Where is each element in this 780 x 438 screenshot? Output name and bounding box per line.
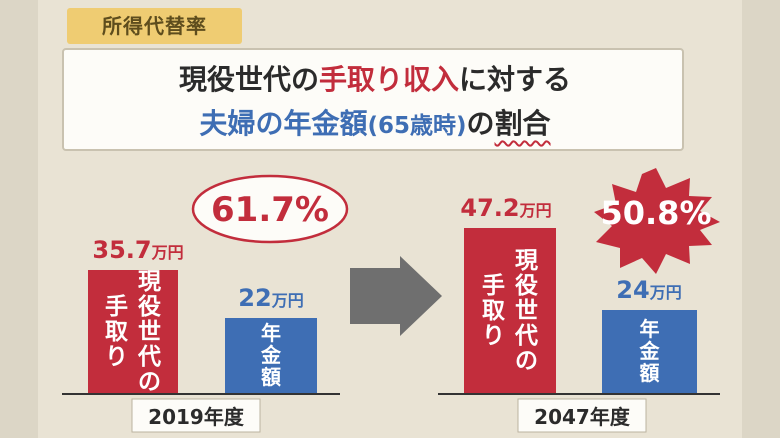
bar-label-char: 年 — [640, 317, 660, 341]
value-label-pension-2047: 24万円 — [616, 276, 681, 304]
bar-pension-2047 — [602, 310, 697, 394]
title-line2-no: の — [466, 107, 495, 140]
bar-pension-2019 — [225, 318, 317, 394]
year-box-2047 — [517, 398, 647, 433]
value-unit-takehome-2047: 万円 — [519, 201, 552, 220]
bar-label-char: 役 — [138, 294, 161, 320]
bar-label-char: 額 — [260, 365, 281, 389]
burst-badge-2047 — [594, 168, 720, 274]
title-line2-emphasis: 割合 — [494, 107, 551, 140]
value-number-takehome-2019: 35.7 — [92, 236, 151, 264]
bar-label-char: 現 — [138, 269, 161, 295]
bar-label-char: 代 — [137, 344, 161, 370]
value-unit-pension-2019: 万円 — [271, 291, 304, 310]
value-number-pension-2047: 24 — [616, 276, 649, 304]
topic-label: 所得代替率 — [67, 8, 242, 44]
ratio-label-2047: 50.8% — [600, 194, 711, 232]
bar-label-char: 額 — [639, 361, 660, 385]
title-line-1: 現役世代の手取り収入に対する — [64, 58, 686, 98]
bar-label-pension-2019: 年金額 — [260, 321, 282, 389]
value-number-pension-2019: 22 — [238, 284, 271, 312]
year-label-2019: 2019年度 — [148, 405, 245, 429]
value-label-pension-2019: 22万円 — [238, 284, 303, 312]
value-unit-takehome-2019: 万円 — [151, 243, 184, 262]
bar-label-char: の — [138, 369, 161, 395]
ratio-ellipse-2019 — [191, 174, 349, 244]
arrow-right-icon — [350, 256, 442, 336]
title-line2-paren: (65歳時) — [367, 113, 467, 139]
bar-takehome-2047 — [464, 228, 556, 394]
value-label-takehome-2047: 47.2万円 — [460, 194, 551, 222]
value-number-takehome-2047: 47.2 — [460, 194, 519, 222]
value-label-takehome-2019: 35.7万円 — [92, 236, 183, 264]
bar-takehome-2019 — [88, 270, 178, 394]
bar-label-char: 金 — [639, 339, 661, 363]
bar-label-char: 取 — [482, 298, 505, 324]
value-unit-pension-2047: 万円 — [649, 283, 682, 302]
bar-label-char: 世 — [138, 319, 161, 345]
bar-label-char: 役 — [515, 273, 538, 299]
year-label-2047: 2047年度 — [534, 405, 631, 429]
bar-label-char: 手 — [105, 294, 128, 320]
year-box-2019 — [131, 398, 261, 433]
bar-label-char: 金 — [260, 343, 282, 367]
title-line-2: 夫婦の年金額(65歳時)の割合 — [64, 102, 686, 142]
bar-label-char: 手 — [482, 273, 505, 299]
title-line2-main: 夫婦の年金額 — [199, 107, 368, 140]
title-line1-highlight: 手取り収入 — [318, 63, 459, 96]
bar-label-char: 取 — [105, 319, 128, 345]
bar-label-char: 世 — [515, 298, 538, 324]
bar-label-takehome-2047: 現役世代の 手取り — [482, 248, 538, 374]
title-line1-part3: に対する — [459, 63, 572, 96]
title-line1-part1: 現役世代の — [178, 63, 319, 96]
bar-label-takehome-2019: 現役世代の 手取り — [105, 269, 161, 395]
bar-label-char: 年 — [261, 321, 281, 345]
ratio-label-2019: 61.7% — [211, 190, 329, 230]
bar-label-char: り — [482, 323, 505, 349]
bar-label-char: の — [515, 348, 538, 374]
bar-label-pension-2047: 年金額 — [639, 317, 661, 385]
bar-label-char: り — [105, 344, 128, 370]
title-box: 現役世代の手取り収入に対する 夫婦の年金額(65歳時)の割合 — [62, 48, 684, 151]
bar-label-char: 現 — [515, 248, 538, 274]
bar-label-char: 代 — [514, 323, 538, 349]
